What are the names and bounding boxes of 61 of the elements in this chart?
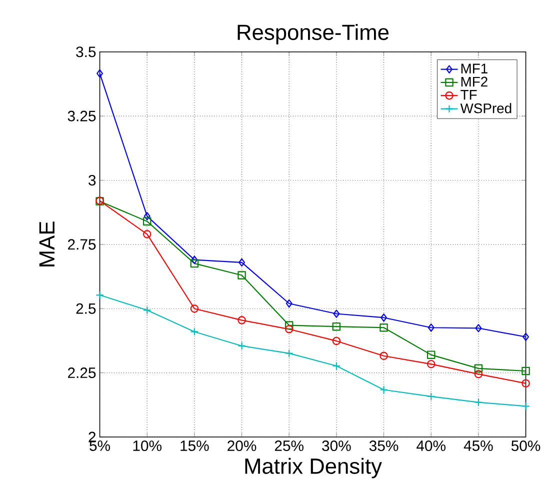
point (238, 271, 246, 280)
y-tick-label: 2.5 (76, 303, 96, 314)
point (96, 69, 104, 78)
y-tick-label: 2.25 (68, 368, 96, 378)
point (474, 370, 483, 378)
point (522, 379, 530, 388)
point (475, 324, 482, 332)
point (190, 328, 199, 336)
point (380, 386, 388, 394)
legend-label: WSPred (460, 103, 512, 114)
point (142, 306, 152, 314)
point (96, 290, 104, 300)
y-axis-title: MAE (39, 222, 54, 266)
point (238, 258, 246, 267)
point (332, 322, 341, 331)
y-tick-label: 3 (88, 175, 96, 186)
point (142, 217, 152, 226)
point (190, 304, 199, 313)
point (144, 212, 150, 220)
point (428, 324, 434, 332)
point (426, 360, 436, 368)
point (474, 398, 483, 407)
y-tick-label: 3.5 (76, 46, 96, 58)
point (380, 314, 388, 322)
legend-label: MF2 (461, 76, 488, 87)
x-tick-label: 45% (464, 440, 493, 452)
point (142, 230, 152, 238)
x-tick-label: 10% (133, 440, 162, 452)
point (380, 324, 388, 332)
point (522, 366, 530, 376)
x-tick-label: 30% (322, 440, 351, 452)
y-tick-label: 2.75 (68, 239, 96, 250)
x-tick-label: 35% (369, 440, 398, 452)
point (284, 321, 294, 330)
chart-title: Response-Time (238, 24, 389, 44)
x-axis-title: Matrix Density (245, 458, 382, 478)
point (286, 299, 292, 308)
y-tick-label: 3.25 (68, 110, 96, 122)
x-tick-label: 15% (180, 440, 209, 452)
point (284, 349, 294, 358)
point (522, 332, 530, 342)
point (332, 362, 341, 370)
point (333, 310, 340, 318)
x-tick-label: 50% (511, 440, 540, 452)
point (332, 336, 341, 346)
point (474, 364, 483, 373)
point (426, 350, 436, 360)
point (426, 392, 436, 401)
x-tick-label: 25% (274, 440, 304, 452)
point (284, 325, 294, 334)
x-tick-label: 40% (416, 440, 446, 452)
point (190, 259, 199, 268)
x-tick-label: 20% (228, 440, 256, 452)
x-tick-label: 5% (90, 440, 110, 452)
point (522, 402, 530, 410)
point (191, 256, 198, 264)
point (238, 342, 246, 350)
point (238, 316, 246, 324)
point (380, 352, 388, 360)
legend-label: TF (460, 90, 477, 100)
legend-label: MF1 (461, 64, 488, 74)
